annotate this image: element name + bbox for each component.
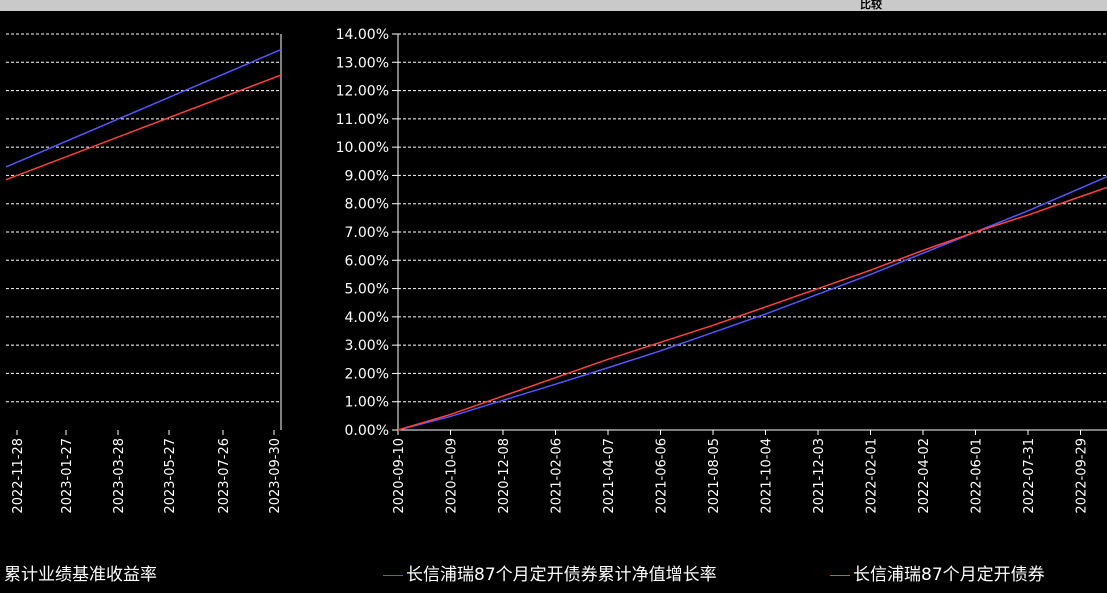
y-tick-label: 7.00% <box>345 225 389 241</box>
y-tick-label: 8.00% <box>345 197 389 213</box>
chart: 2022-11-28 2023-01-27 2023-03-28 2023-05-27… <box>5 27 1107 514</box>
right-x-tick-label: 2021-04-07 <box>602 438 617 514</box>
header-label: 比较 <box>860 0 882 11</box>
right-x-tick-label: 2022-07-31 <box>1022 438 1037 514</box>
left-series-benchmark <box>5 74 282 181</box>
left-series-nav <box>5 48 282 168</box>
top-bar: 比较 <box>0 0 1107 11</box>
right-x-tick-label: 2022-02-01 <box>865 438 880 514</box>
y-tick-label: 14.00% <box>336 27 389 43</box>
legend-label-benchmark-left: 累计业绩基准收益率 <box>4 565 157 585</box>
left-x-tick-label: 2023-07-26 <box>217 438 232 514</box>
left-x-tick-label: 2023-01-27 <box>60 438 75 514</box>
y-tick-label: 10.00% <box>336 140 389 156</box>
left-x-tick-label: 2022-11-28 <box>11 438 26 514</box>
right-series-benchmark <box>397 186 1107 431</box>
right-x-tick-label: 2021-10-04 <box>760 438 775 514</box>
right-x-tick-label: 2022-06-01 <box>970 438 985 514</box>
legend-benchmark-left: 累计业绩基准收益率 <box>4 562 157 588</box>
y-tick-label: 4.00% <box>345 310 389 326</box>
y-tick-label: 5.00% <box>345 282 389 298</box>
y-tick-label: 9.00% <box>345 168 389 184</box>
right-x-tick-label: 2020-09-10 <box>392 438 407 514</box>
right-series-nav <box>397 176 1107 431</box>
y-tick-label: 2.00% <box>345 366 389 382</box>
y-tick-label: 1.00% <box>345 395 389 411</box>
legend-label-nav: 长信浦瑞87个月定开债券累计净值增长率 <box>406 565 717 585</box>
legend-swatch-nav <box>383 574 403 576</box>
y-tick-label: 0.00% <box>345 423 389 439</box>
legend-swatch-benchmark <box>830 574 850 576</box>
y-tick-label: 13.00% <box>336 55 389 71</box>
y-tick-label: 12.00% <box>336 84 389 100</box>
right-x-tick-label: 2022-04-02 <box>917 438 932 514</box>
right-x-tick-label: 2021-12-03 <box>812 438 827 514</box>
legend-benchmark: 长信浦瑞87个月定开债券 <box>830 562 1045 588</box>
left-x-tick-label: 2023-05-27 <box>163 438 178 514</box>
left-x-tick-label: 2023-09-30 <box>268 438 283 514</box>
left-x-tick-label: 2023-03-28 <box>112 438 127 514</box>
right-x-tick-label: 2021-08-05 <box>707 438 722 514</box>
right-x-tick-label: 2021-06-06 <box>655 438 670 514</box>
y-tick-label: 11.00% <box>336 112 389 128</box>
right-x-tick-label: 2022-09-29 <box>1075 438 1090 514</box>
legend-nav: 长信浦瑞87个月定开债券累计净值增长率 <box>383 562 717 588</box>
y-tick-label: 6.00% <box>345 253 389 269</box>
y-tick-label: 3.00% <box>345 338 389 354</box>
legend-label-benchmark: 长信浦瑞87个月定开债券 <box>853 565 1045 585</box>
right-x-tick-label: 2020-10-09 <box>445 438 460 514</box>
right-x-tick-label: 2020-12-08 <box>497 438 512 514</box>
right-x-tick-label: 2021-02-06 <box>550 438 565 514</box>
